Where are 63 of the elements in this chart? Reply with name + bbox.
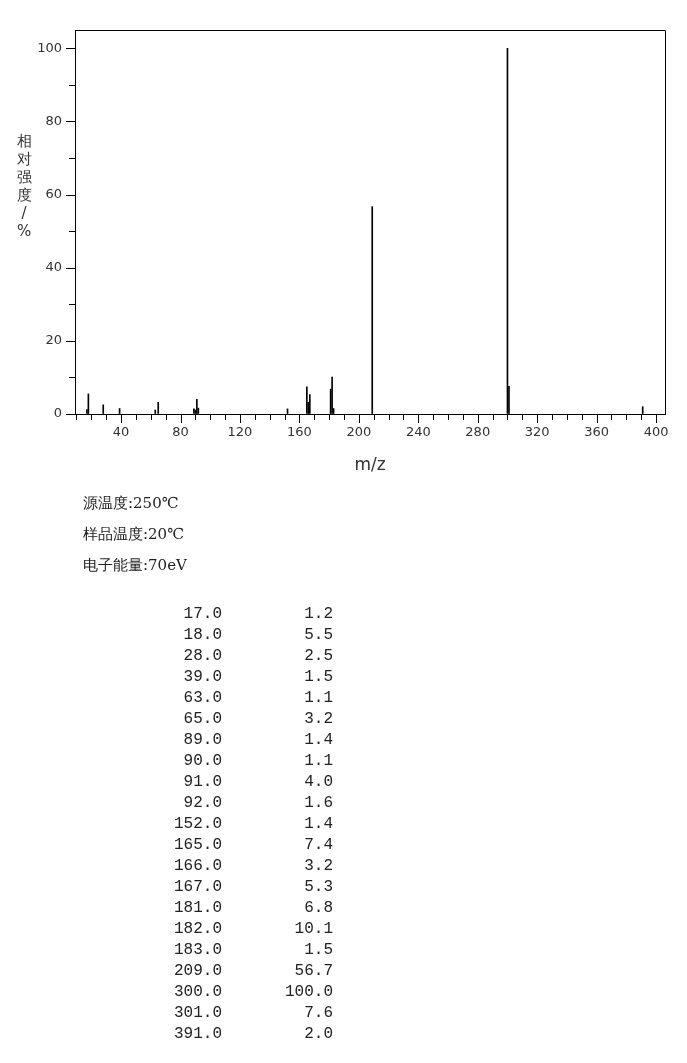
x-tick-label: 400 <box>643 424 669 440</box>
text: 89.0 <box>182 730 222 751</box>
text: 63.0 <box>182 688 222 709</box>
text: 152.0 <box>173 814 222 835</box>
text: 7.6 <box>303 1003 333 1024</box>
text: 100.0 <box>284 982 333 1003</box>
text: 5.3 <box>303 877 333 898</box>
x-tick-label: 320 <box>524 424 550 440</box>
text: 1.1 <box>303 688 333 709</box>
y-tick-label: 20 <box>45 332 62 348</box>
text: 1.6 <box>303 793 333 814</box>
text: 28.0 <box>182 646 222 667</box>
text: 165.0 <box>173 835 222 856</box>
text: 209.0 <box>173 961 222 982</box>
text: 166.0 <box>173 856 222 877</box>
x-tick-label: 120 <box>227 424 253 440</box>
x-tick-label: 240 <box>405 424 431 440</box>
y-tick-label: 0 <box>53 405 62 421</box>
text: 391.0 <box>173 1024 222 1045</box>
text: 91.0 <box>182 772 222 793</box>
text: 6.8 <box>303 898 333 919</box>
text: 电子能量:70eV <box>83 556 187 575</box>
y-axis-title: 相对强度/% <box>16 131 32 240</box>
text: 1.2 <box>303 604 333 625</box>
text: 3.2 <box>303 709 333 730</box>
text: 183.0 <box>173 940 222 961</box>
text: 1.4 <box>303 814 333 835</box>
text: 182.0 <box>173 919 222 940</box>
text: 1.1 <box>303 751 333 772</box>
text: 7.4 <box>303 835 333 856</box>
y-tick-label: 60 <box>45 185 62 201</box>
x-tick-label: 40 <box>112 424 130 440</box>
text: 17.0 <box>182 604 222 625</box>
text: 3.2 <box>303 856 333 877</box>
text: 2.5 <box>303 646 333 667</box>
text: 样品温度:20℃ <box>83 525 184 544</box>
x-axis-title: m/z <box>354 454 386 475</box>
y-tick-label: 80 <box>45 112 62 128</box>
text: 5.5 <box>303 625 333 646</box>
x-tick-label: 80 <box>172 424 189 440</box>
text: 1.5 <box>303 667 333 688</box>
text: 10.1 <box>293 919 333 940</box>
text: 181.0 <box>173 898 222 919</box>
text: 1.4 <box>303 730 333 751</box>
x-tick-label: 200 <box>346 424 372 440</box>
y-tick-label: 100 <box>37 39 62 55</box>
text: 65.0 <box>182 709 222 730</box>
text: 18.0 <box>182 625 222 646</box>
text: 2.0 <box>303 1024 333 1045</box>
text: 301.0 <box>173 1003 222 1024</box>
y-tick-label: 40 <box>45 259 62 275</box>
text: 源温度:250℃ <box>83 494 179 513</box>
text: 39.0 <box>182 667 222 688</box>
text: 167.0 <box>173 877 222 898</box>
text: 1.5 <box>303 940 333 961</box>
x-tick-label: 160 <box>286 424 312 440</box>
x-tick-label: 360 <box>584 424 610 440</box>
text: 4.0 <box>303 772 333 793</box>
text: 92.0 <box>182 793 222 814</box>
text: 56.7 <box>293 961 333 982</box>
text: 90.0 <box>182 751 222 772</box>
text: 300.0 <box>173 982 222 1003</box>
x-tick-label: 280 <box>465 424 491 440</box>
